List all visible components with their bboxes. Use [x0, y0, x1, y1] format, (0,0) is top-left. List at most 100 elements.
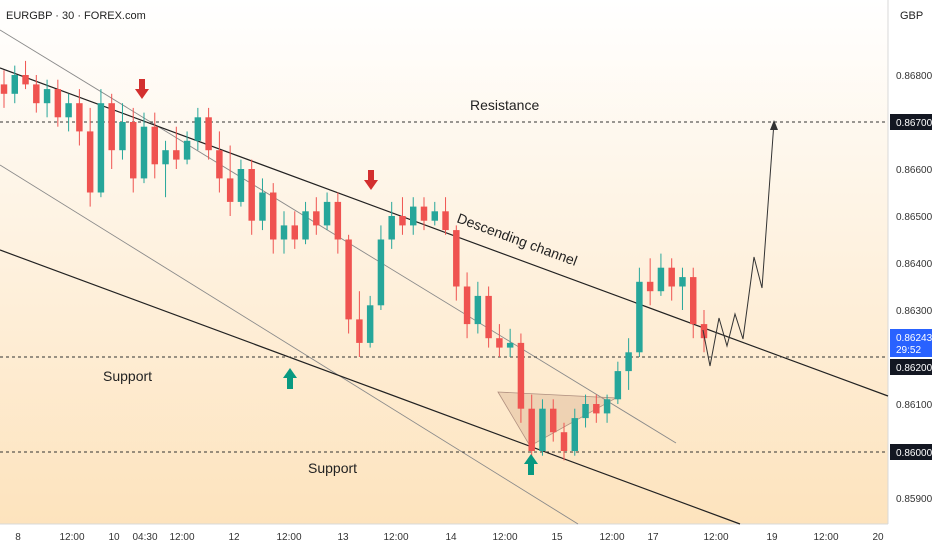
- time-tick-label: 13: [337, 532, 349, 543]
- time-axis-ticks: 8 12:00 10 04:30 12:00 12 12:00 13 12:00 14 12:00 1…: [15, 532, 884, 543]
- candle-body: [43, 89, 51, 104]
- price-axis-ticks: 0.86800 0.86600 0.86500 0.86400 0.86300 0.861…: [896, 71, 932, 505]
- candle: [248, 159, 255, 235]
- candle-body: [506, 342, 514, 348]
- candle-body: [442, 211, 449, 231]
- candle-body: [86, 131, 94, 193]
- candle: [474, 281, 482, 334]
- candle: [679, 267, 686, 310]
- candle-body: [65, 103, 72, 118]
- candle-body: [130, 122, 137, 179]
- candle-body: [216, 150, 223, 179]
- candle-body: [151, 126, 158, 165]
- candle-body: [453, 230, 460, 287]
- time-tick-label: 12:00: [383, 532, 408, 543]
- candle-body: [571, 418, 578, 451]
- candle: [410, 197, 417, 235]
- candle: [140, 112, 148, 184]
- candle: [582, 394, 589, 428]
- candle: [270, 183, 277, 254]
- candle-body: [162, 150, 169, 165]
- time-tick-label: 14: [445, 532, 457, 543]
- projection-arrowhead: [770, 120, 778, 130]
- price-tick-label: 0.86300: [896, 306, 932, 317]
- price-axis-area: [888, 0, 932, 550]
- candle-body: [205, 117, 212, 151]
- candle: [334, 192, 342, 254]
- candle-body: [679, 277, 686, 287]
- candle: [119, 103, 126, 160]
- candle-body: [625, 352, 632, 372]
- level-label-text: 0.86200: [896, 363, 932, 374]
- candle-body: [183, 140, 191, 160]
- level-label-0.86200: 0.86200: [890, 359, 932, 375]
- time-tick-label: 17: [647, 532, 659, 543]
- candle: [33, 75, 40, 113]
- candle-body: [474, 295, 482, 325]
- candle-body: [431, 211, 438, 221]
- candle: [657, 253, 665, 296]
- candle: [151, 112, 158, 179]
- candle-body: [11, 75, 18, 94]
- candle-body: [377, 239, 385, 306]
- candle-body: [54, 89, 62, 118]
- candle-body: [399, 216, 406, 226]
- candle: [571, 408, 578, 456]
- support-annotation-upper: Support: [103, 368, 152, 384]
- candle: [22, 60, 29, 90]
- candle: [356, 291, 363, 357]
- candle-body: [97, 103, 105, 193]
- candle-body: [657, 267, 665, 292]
- symbol-title: EURGBP · 30 · FOREX.com: [6, 10, 146, 22]
- candle-body: [119, 122, 126, 151]
- green-arrow-marker-1: [283, 368, 297, 389]
- candles-group: [0, 60, 708, 466]
- time-tick-label: 12: [228, 532, 240, 543]
- candle: [216, 131, 223, 193]
- candle-body: [582, 404, 589, 419]
- price-tick-label: 0.86400: [896, 259, 932, 270]
- candle: [690, 267, 697, 339]
- candle-body: [517, 342, 525, 409]
- candle-body: [270, 192, 277, 240]
- candle-body: [388, 216, 395, 240]
- time-tick-label: 12:00: [703, 532, 728, 543]
- projected-price-path: [702, 121, 775, 367]
- candle: [646, 258, 654, 306]
- candle-body: [603, 399, 611, 414]
- candle-body: [410, 206, 417, 226]
- price-tick-label: 0.86100: [896, 400, 932, 411]
- time-tick-label: 8: [15, 532, 21, 543]
- candle: [43, 79, 51, 118]
- candle-body: [334, 201, 342, 240]
- candle-body: [496, 338, 503, 348]
- candle: [313, 197, 320, 235]
- time-axis-area: [0, 524, 888, 550]
- candle: [0, 70, 8, 108]
- candle: [366, 295, 374, 348]
- candle: [76, 89, 83, 146]
- time-tick-label: 12:00: [276, 532, 301, 543]
- candle: [399, 197, 406, 235]
- candle-body: [22, 75, 29, 85]
- candle-body: [248, 169, 255, 221]
- candle: [323, 192, 331, 231]
- candle: [259, 178, 266, 231]
- candle: [668, 258, 675, 301]
- candle-body: [366, 305, 374, 343]
- level-label-0.86700: 0.86700: [890, 114, 932, 130]
- candle: [130, 107, 137, 193]
- price-tick-label: 0.86600: [896, 165, 932, 176]
- candle-body: [700, 324, 708, 339]
- time-tick-label: 10: [108, 532, 120, 543]
- candle-body: [646, 281, 654, 292]
- candle-body: [302, 211, 309, 240]
- time-tick-label: 12:00: [492, 532, 517, 543]
- plot-background: [0, 0, 888, 524]
- candle-body: [194, 117, 202, 141]
- candle-body: [345, 239, 352, 320]
- time-tick-label: 12:00: [169, 532, 194, 543]
- candle: [377, 225, 385, 310]
- candle: [463, 272, 471, 339]
